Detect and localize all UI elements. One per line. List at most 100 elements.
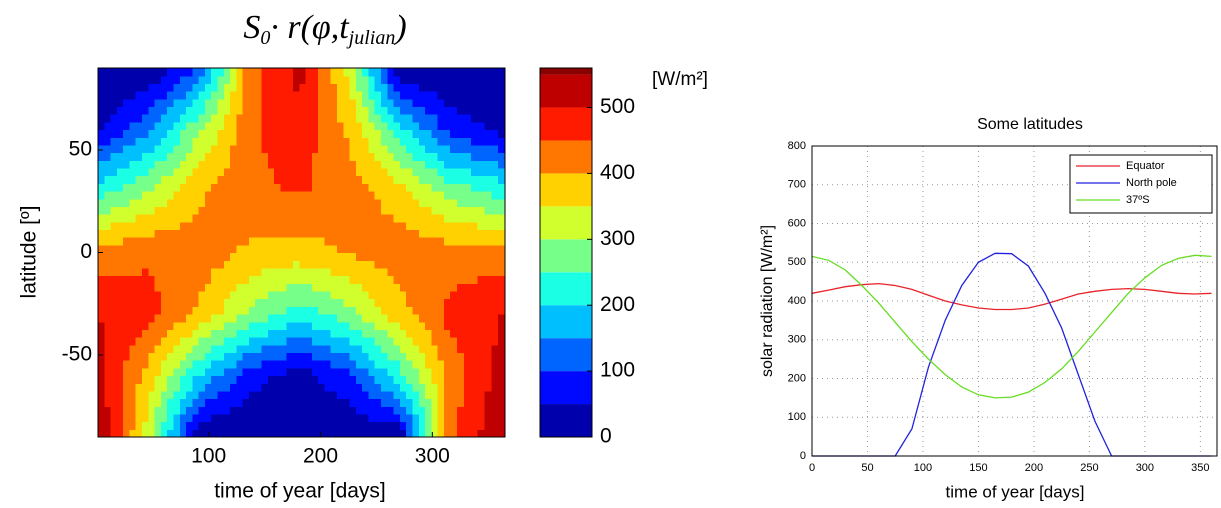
contour-cell [406, 198, 414, 207]
contour-cell [211, 221, 219, 231]
contour-cell [135, 390, 143, 400]
contour-cell [498, 198, 506, 207]
title-part: S [243, 9, 260, 46]
contour-cell [387, 152, 395, 161]
contour-cell [330, 114, 338, 123]
colorbar-tick-label: 300 [600, 227, 635, 250]
contour-cell [192, 129, 200, 138]
contour-cell [437, 75, 445, 84]
contour-cell [104, 398, 112, 407]
contour-cell [418, 390, 426, 400]
contour-cell [198, 390, 206, 400]
contour-cell [343, 398, 351, 407]
contour-cell [167, 321, 175, 330]
contour-cell [104, 252, 112, 261]
colorbar-frame [539, 67, 593, 438]
contour-cell [255, 290, 263, 300]
contour-cell [330, 306, 338, 315]
contour-cell [104, 375, 112, 384]
contour-cell [154, 114, 162, 123]
contour-cell [274, 183, 281, 192]
contour-cell [179, 367, 187, 377]
contour-cell [167, 129, 175, 138]
contour-cell [368, 91, 376, 100]
contour-cell [198, 137, 206, 146]
contour-cell [299, 129, 307, 138]
contour-cell [477, 321, 486, 330]
contour-cell [425, 267, 432, 277]
contour-cell [470, 314, 479, 323]
contour-cell [387, 244, 395, 254]
contour-cell [437, 129, 445, 138]
contour-cell [154, 321, 162, 330]
contour-cell [236, 68, 244, 77]
contour-cell [418, 152, 426, 161]
contour-cell [236, 383, 244, 392]
contour-cell [484, 360, 492, 369]
contour-cell [223, 337, 231, 346]
contour-cell [412, 91, 420, 100]
contour-cell [123, 329, 131, 338]
contour-cell [412, 406, 420, 415]
contour-cell [198, 290, 206, 300]
contour-cell [129, 68, 137, 77]
contour-cell [368, 337, 376, 346]
contour-cell [299, 106, 307, 115]
contour-cell [148, 75, 156, 84]
contour-cell [204, 160, 212, 169]
contour-cell [173, 344, 181, 354]
contour-cell [437, 121, 445, 131]
contour-cell [412, 152, 420, 161]
contour-cell [116, 290, 124, 300]
contour-cell [393, 244, 401, 254]
contour-cell [274, 321, 281, 330]
contour-cell [362, 68, 370, 77]
contour-cell [135, 413, 143, 423]
contour-cell [393, 337, 401, 346]
contour-cell [381, 352, 388, 361]
contour-cell [491, 106, 499, 115]
contour-cell [305, 114, 313, 123]
contour-cell [330, 283, 338, 292]
contour-cell [198, 152, 206, 161]
contour-cell [412, 98, 420, 108]
contour-cell [198, 160, 206, 169]
contour-cell [355, 229, 363, 238]
contour-cell [305, 98, 313, 108]
contour-cell [192, 237, 200, 246]
contour-cell [349, 267, 357, 277]
contour-cell [135, 175, 143, 184]
contour-cell [223, 306, 231, 315]
contour-cell [211, 198, 219, 207]
contour-cell [368, 214, 376, 223]
contour-cell [274, 375, 281, 384]
contour-cell [387, 137, 395, 146]
contour-cell [286, 244, 294, 254]
contour-cell [123, 337, 131, 346]
contour-cell [173, 306, 181, 315]
contour-cell [292, 106, 300, 115]
contour-cell [393, 206, 401, 215]
contour-cell [381, 290, 388, 300]
contour-cell [393, 183, 401, 192]
contour-cell [450, 329, 458, 338]
contour-cell [355, 91, 363, 100]
contour-cell [255, 298, 263, 307]
contour-cell [280, 283, 288, 292]
contour-cell [129, 360, 137, 369]
contour-cell [211, 152, 219, 161]
contour-cell [198, 83, 206, 92]
contour-cell [381, 114, 388, 123]
contour-cell [368, 344, 376, 354]
contour-cell [399, 229, 407, 238]
contour-cell [457, 260, 465, 269]
contour-cell [248, 429, 256, 438]
contour-cell [236, 191, 244, 200]
contour-cell [179, 152, 187, 161]
contour-cell [154, 283, 162, 292]
contour-cell [368, 298, 376, 307]
contour-cell [255, 306, 263, 315]
contour-cell [498, 321, 506, 330]
contour-cell [399, 75, 407, 84]
contour-cell [255, 91, 263, 100]
